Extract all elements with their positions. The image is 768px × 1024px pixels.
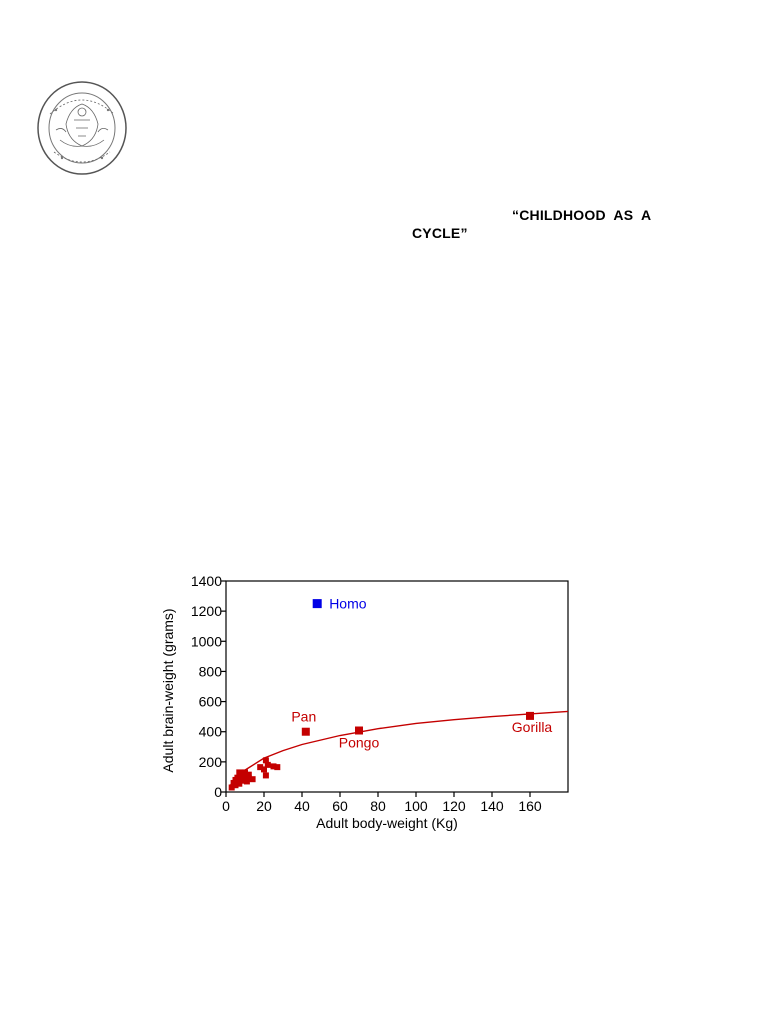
- data-point-primate: [232, 782, 239, 789]
- data-point-primate: [234, 774, 241, 781]
- plot-frame: [225, 580, 569, 793]
- data-point-primate: [249, 776, 256, 783]
- data-point-primate: [245, 771, 252, 778]
- data-point-primate: [270, 763, 277, 770]
- x-tick-label: 100: [404, 798, 428, 814]
- data-point-gorilla: [526, 711, 534, 720]
- y-tick-label: 1200: [191, 603, 222, 619]
- y-tick-label: 1000: [191, 633, 222, 649]
- data-point-primate: [262, 772, 269, 779]
- data-point-primate: [274, 764, 281, 771]
- data-point-primate: [228, 784, 235, 791]
- data-point-primate: [243, 778, 250, 785]
- document-title-line-2: CYCLE”: [412, 225, 468, 241]
- x-tick-label: 80: [370, 798, 386, 814]
- x-tick-label: 140: [480, 798, 504, 814]
- y-tick-label: 200: [199, 754, 223, 770]
- y-tick-label: 600: [199, 694, 223, 710]
- data-point-homo: [312, 599, 322, 609]
- x-axis-title: Adult body-weight (Kg): [316, 815, 458, 831]
- y-tick-label: 800: [199, 663, 223, 679]
- chart-canvas: 0 20 40 60 80 100 120 140 160 0 200 400 600 800 1000 12…: [160, 573, 569, 831]
- y-tick-label: 0: [214, 784, 222, 800]
- data-point-primate: [236, 769, 243, 776]
- point-label-homo: Homo: [329, 596, 367, 612]
- data-point-pan: [301, 727, 310, 736]
- data-point-pongo: [355, 726, 363, 735]
- point-label-pongo: Pongo: [339, 735, 380, 751]
- x-tick-label: 20: [256, 798, 272, 814]
- data-point-primate: [242, 774, 248, 781]
- data-point-primate: [245, 775, 252, 782]
- data-point-primate: [236, 780, 243, 787]
- data-point-primate: [257, 764, 264, 771]
- x-tick-label: 40: [294, 798, 310, 814]
- y-tick-label: 400: [199, 724, 223, 740]
- data-point-primate: [262, 757, 269, 764]
- x-tick-label: 160: [518, 798, 542, 814]
- y-axis-title: Adult brain-weight (grams): [160, 608, 176, 772]
- document-title-line-1: “CHILDHOOD AS A: [512, 207, 652, 223]
- data-point-primate: [261, 766, 267, 773]
- point-label-gorilla: Gorilla: [512, 719, 553, 735]
- x-tick-label: 120: [442, 798, 466, 814]
- data-point-primate: [242, 769, 248, 776]
- university-seal-logo: [37, 81, 127, 175]
- x-tick-label: 60: [332, 798, 348, 814]
- y-tick-label: 1400: [191, 573, 222, 589]
- point-label-pan: Pan: [291, 709, 316, 725]
- x-tick-label: 0: [222, 798, 230, 814]
- brain-body-weight-chart: 0 20 40 60 80 100 120 140 160 0 200 400 600 800 1000 12…: [150, 568, 590, 848]
- data-point-primate: [264, 761, 271, 768]
